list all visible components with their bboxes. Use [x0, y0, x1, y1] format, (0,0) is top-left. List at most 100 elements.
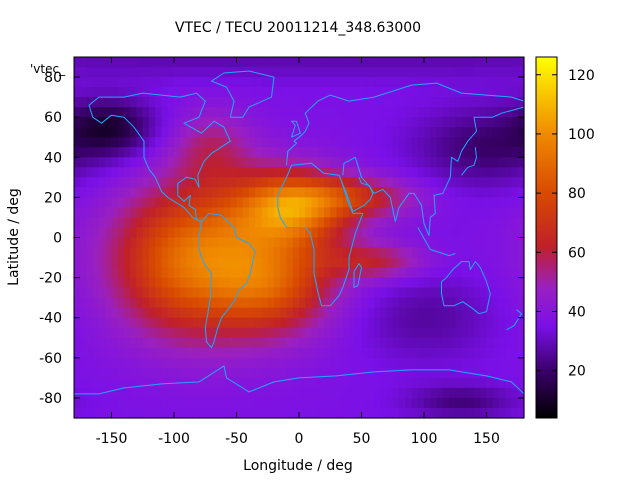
heatmap-cell: [417, 307, 425, 319]
heatmap-cell: [261, 347, 269, 359]
heatmap-cell: [511, 117, 519, 128]
heatmap-cell: [180, 307, 188, 319]
heatmap-cell: [392, 407, 400, 419]
heatmap-cell: [324, 77, 331, 88]
heatmap-cell: [267, 127, 275, 138]
heatmap-cell: [74, 77, 81, 88]
heatmap-cell: [361, 267, 369, 279]
heatmap-cell: [330, 327, 338, 339]
heatmap-cell: [380, 77, 388, 88]
heatmap-cell: [449, 237, 456, 249]
heatmap-cell: [355, 207, 363, 219]
heatmap-cell: [480, 267, 488, 279]
heatmap-cell: [186, 347, 194, 359]
heatmap-cell: [242, 207, 250, 219]
heatmap-cell: [430, 217, 438, 229]
heatmap-cell: [499, 337, 506, 349]
heatmap-cell: [274, 217, 281, 229]
heatmap-cell: [174, 317, 181, 329]
heatmap-cell: [86, 117, 94, 128]
heatmap-cell: [467, 397, 475, 409]
heatmap-cell: [467, 387, 475, 399]
heatmap-cell: [74, 367, 81, 379]
heatmap-cell: [130, 267, 138, 279]
heatmap-cell: [317, 357, 325, 369]
heatmap-cell: [517, 247, 525, 259]
heatmap-cell: [224, 207, 231, 219]
heatmap-cell: [511, 127, 519, 138]
heatmap-cell: [249, 107, 256, 118]
heatmap-cell: [299, 177, 306, 188]
heatmap-cell: [511, 257, 519, 269]
heatmap-cell: [330, 147, 338, 158]
heatmap-cell: [205, 187, 213, 198]
heatmap-cell: [261, 177, 269, 188]
heatmap-cell: [311, 287, 319, 299]
heatmap-cell: [392, 277, 400, 289]
heatmap-cell: [274, 397, 281, 409]
heatmap-cell: [342, 407, 350, 419]
heatmap-cell: [111, 237, 119, 249]
heatmap-cell: [92, 367, 100, 379]
heatmap-cell: [517, 207, 525, 219]
heatmap-cell: [449, 407, 456, 419]
heatmap-cell: [105, 167, 113, 178]
heatmap-cell: [155, 97, 163, 108]
heatmap-cell: [355, 67, 363, 78]
heatmap-cell: [461, 137, 469, 148]
heatmap-cell: [499, 247, 506, 259]
heatmap-cell: [455, 257, 463, 269]
heatmap-cell: [474, 157, 481, 168]
heatmap-cell: [236, 377, 244, 389]
heatmap-cell: [317, 177, 325, 188]
heatmap-cell: [430, 397, 438, 409]
heatmap-cell: [92, 147, 100, 158]
heatmap-cell: [111, 77, 119, 88]
heatmap-cell: [211, 87, 219, 98]
heatmap-cell: [492, 297, 500, 309]
heatmap-cell: [274, 247, 281, 259]
heatmap-cell: [461, 257, 469, 269]
heatmap-cell: [417, 277, 425, 289]
heatmap-cell: [74, 357, 81, 369]
heatmap-cell: [380, 67, 388, 78]
heatmap-cell: [374, 147, 381, 158]
heatmap-cell: [261, 337, 269, 349]
heatmap-cell: [436, 227, 444, 239]
heatmap-cell: [267, 137, 275, 148]
heatmap-cell: [242, 177, 250, 188]
heatmap-cell: [417, 97, 425, 108]
heatmap-cell: [436, 367, 444, 379]
heatmap-cell: [111, 227, 119, 239]
heatmap-cell: [349, 387, 356, 399]
heatmap-cell: [492, 117, 500, 128]
heatmap-cell: [280, 197, 288, 209]
heatmap-cell: [505, 347, 513, 359]
heatmap-cell: [242, 397, 250, 409]
heatmap-cell: [74, 257, 81, 269]
heatmap-cell: [130, 57, 138, 68]
heatmap-cell: [424, 337, 431, 349]
heatmap-cell: [286, 327, 294, 339]
heatmap-cell: [361, 127, 369, 138]
heatmap-cell: [449, 247, 456, 259]
heatmap-cell: [74, 347, 81, 359]
heatmap-cell: [286, 187, 294, 198]
heatmap-cell: [367, 287, 375, 299]
heatmap-cell: [142, 127, 150, 138]
heatmap-cell: [255, 217, 263, 229]
heatmap-cell: [505, 247, 513, 259]
heatmap-cell: [167, 167, 175, 178]
heatmap-cell: [155, 347, 163, 359]
heatmap-cell: [274, 377, 281, 389]
heatmap-cell: [86, 347, 94, 359]
x-tick-label: 0: [295, 431, 304, 447]
heatmap-cell: [80, 297, 88, 309]
heatmap-cell: [86, 337, 94, 349]
heatmap-cell: [261, 217, 269, 229]
heatmap-cell: [99, 407, 106, 419]
heatmap-cell: [330, 367, 338, 379]
heatmap-cell: [305, 97, 313, 108]
heatmap-cell: [455, 277, 463, 289]
heatmap-cell: [505, 157, 513, 168]
